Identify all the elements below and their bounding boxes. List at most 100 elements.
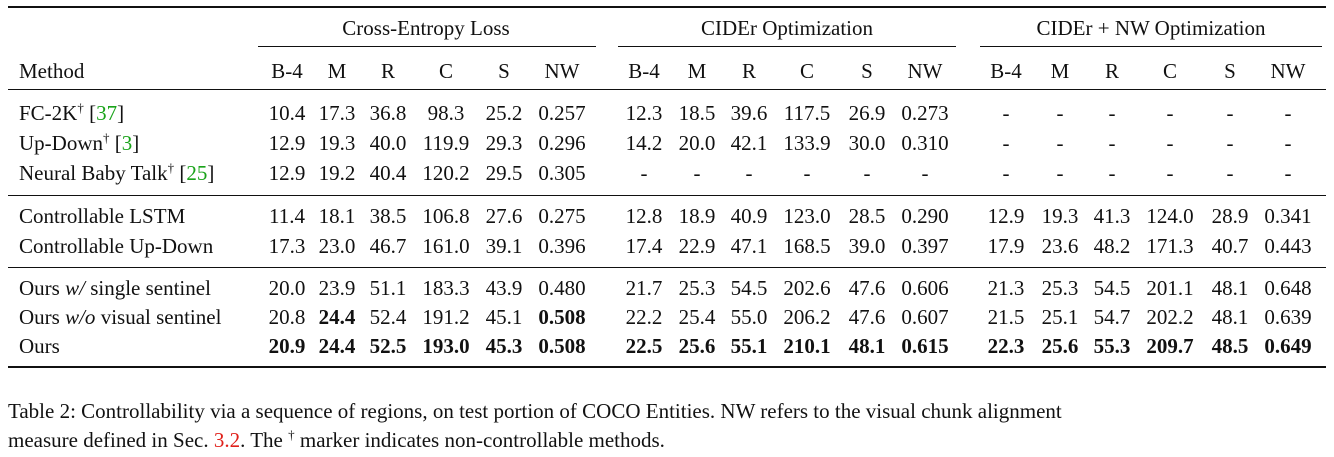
metric-header: B-4 [628, 59, 660, 83]
section-rule-1 [8, 195, 1326, 196]
table-cell: 12.3 [625, 101, 663, 125]
table-cell: 39.0 [848, 234, 886, 258]
table-cell: 0.508 [538, 334, 586, 358]
dagger-marker: † [103, 130, 110, 145]
table-cell: 24.4 [318, 305, 356, 329]
method-name: Ours [19, 334, 60, 358]
metric-header: C [799, 59, 814, 83]
metric-header: S [1224, 59, 1236, 83]
table-cell: 25.3 [1041, 276, 1079, 300]
table-cell: 40.4 [369, 161, 407, 185]
table-cell: 48.5 [1211, 334, 1249, 358]
method-header: Method [19, 59, 85, 83]
table-cell: - [1284, 161, 1292, 185]
table-cell: 27.6 [485, 204, 523, 228]
table-cell: 123.0 [783, 204, 831, 228]
table-cell: 54.5 [1093, 276, 1131, 300]
table-cell: - [1284, 131, 1292, 155]
table-cell: 46.7 [369, 234, 407, 258]
table-cell: 11.4 [269, 204, 305, 228]
table-cell: 25.3 [678, 276, 716, 300]
table-cell: 52.4 [369, 305, 407, 329]
table-cell: 12.9 [987, 204, 1025, 228]
table-cell: 54.7 [1093, 305, 1131, 329]
table-cell: 55.0 [730, 305, 768, 329]
table-cell: 29.3 [485, 131, 523, 155]
table-cell: 48.1 [1211, 276, 1249, 300]
section-ref-link[interactable]: 3.2 [213, 428, 241, 452]
table-cell: 42.1 [730, 131, 768, 155]
table-cell: 40.7 [1211, 234, 1249, 258]
citation-link[interactable]: 37 [96, 101, 118, 125]
table-cell: 21.5 [987, 305, 1025, 329]
table-cell: 48.1 [1211, 305, 1249, 329]
table-cell: 12.9 [268, 131, 306, 155]
dagger-marker: † [167, 160, 175, 175]
table-cell: 25.2 [485, 101, 523, 125]
table-cell: 0.396 [538, 234, 586, 258]
table-cell: 0.648 [1264, 276, 1312, 300]
table-cell: 55.3 [1093, 334, 1131, 358]
table-cell: 202.2 [1146, 305, 1194, 329]
table-cell: 39.6 [730, 101, 768, 125]
citation-link[interactable]: 25 [186, 161, 208, 185]
group-underline-1 [258, 46, 596, 47]
table-cell: - [1226, 101, 1234, 125]
table-cell: 0.607 [901, 305, 949, 329]
header-rule [8, 89, 1326, 90]
table-cell: 0.305 [538, 161, 586, 185]
table-cell: 209.7 [1146, 334, 1194, 358]
section-rule-2 [8, 267, 1326, 268]
group-header: CIDEr + NW Optimization [1036, 16, 1266, 40]
table-cell: 0.275 [538, 204, 586, 228]
table-cell: 191.2 [422, 305, 470, 329]
group-header: Cross-Entropy Loss [342, 16, 510, 40]
table-cell: 119.9 [422, 131, 470, 155]
dagger-marker: † [77, 100, 84, 115]
table-cell: - [921, 161, 929, 185]
table-cell: - [693, 161, 701, 185]
bottom-rule [8, 366, 1326, 368]
table-cell: - [1284, 101, 1292, 125]
table-cell: 133.9 [783, 131, 831, 155]
table-cell: 19.3 [1041, 204, 1079, 228]
table-cell: 19.2 [318, 161, 356, 185]
table-cell: 12.8 [625, 204, 663, 228]
table-cell: 14.2 [625, 131, 663, 155]
metric-header: NW [544, 59, 580, 83]
table-cell: - [1166, 101, 1174, 125]
group-underline-3 [980, 46, 1322, 47]
table-caption: Table 2: Controllability via a sequence … [8, 396, 1062, 426]
table-cell: 117.5 [783, 101, 831, 125]
metric-header: NW [1270, 59, 1306, 83]
table-cell: - [745, 161, 753, 185]
table-cell: - [1002, 161, 1010, 185]
table-cell: 47.6 [848, 276, 886, 300]
table-cell: - [1226, 161, 1234, 185]
metric-header: S [861, 59, 873, 83]
table-cell: 47.1 [730, 234, 768, 258]
method-name-italic: w/ [65, 276, 85, 300]
table-cell: 17.4 [625, 234, 663, 258]
table-cell: - [1108, 131, 1116, 155]
table-cell: - [1056, 101, 1064, 125]
table-cell: 0.480 [538, 276, 586, 300]
table-cell: 20.9 [268, 334, 306, 358]
table-cell: 20.8 [268, 305, 306, 329]
table-cell: 202.6 [783, 276, 831, 300]
table-cell: 120.2 [422, 161, 470, 185]
table-cell: 210.1 [783, 334, 831, 358]
table-cell: 10.4 [268, 101, 306, 125]
method-name: FC-2K† [37] [19, 100, 125, 125]
table-cell: 168.5 [783, 234, 831, 258]
table-cell: 201.1 [1146, 276, 1194, 300]
table-cell: 21.3 [987, 276, 1025, 300]
metric-header: M [327, 59, 347, 83]
table-cell: 26.9 [848, 101, 886, 125]
table-cell: 51.1 [369, 276, 407, 300]
table-cell: 106.8 [422, 204, 470, 228]
method-name-italic: w/o [65, 305, 96, 329]
metric-header: R [1104, 59, 1119, 83]
table-cell: 48.1 [848, 334, 886, 358]
citation-link[interactable]: 3 [121, 131, 133, 155]
